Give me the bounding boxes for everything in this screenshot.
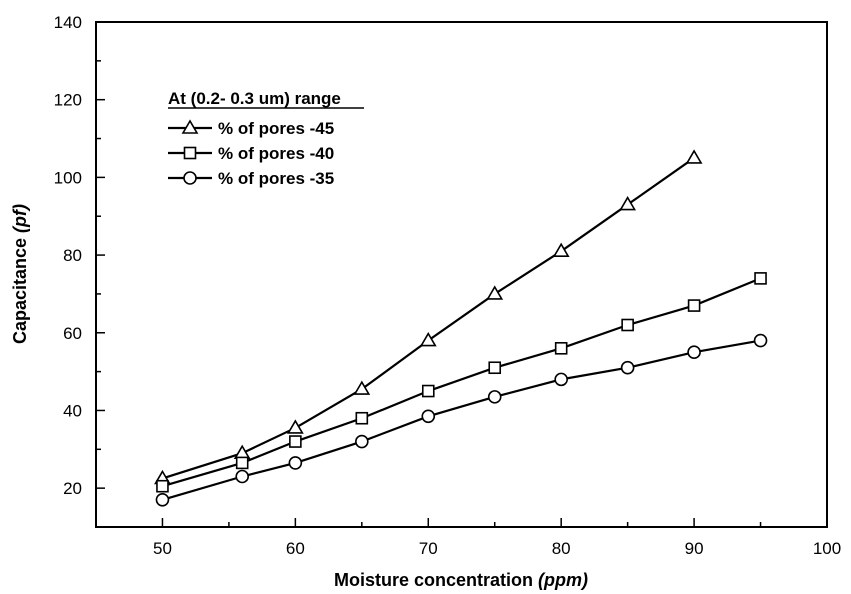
circle-point xyxy=(487,390,502,404)
triangle-point xyxy=(233,444,251,459)
x-axis: 50 60 70 80 90 100 xyxy=(153,518,841,558)
square-point xyxy=(156,479,169,493)
square-point xyxy=(289,435,302,448)
square-point xyxy=(235,456,249,470)
x-tick-label: 60 xyxy=(286,539,305,558)
legend-entries: % of pores -45 % of pores -40 % of pores -… xyxy=(168,119,334,188)
triangle-point xyxy=(419,331,437,347)
legend-label: % of pores -35 xyxy=(218,169,334,188)
x-tick-label: 90 xyxy=(685,539,704,558)
legend-label: % of pores -45 xyxy=(218,119,334,138)
legend-entry: % of pores -40 xyxy=(168,144,334,163)
triangle-point xyxy=(286,419,304,434)
y-tick-label: 40 xyxy=(63,401,82,420)
triangle-point xyxy=(619,195,637,211)
y-tick-label: 80 xyxy=(63,246,82,265)
circle-point xyxy=(355,434,369,449)
series-triangle xyxy=(154,149,703,485)
y-tick-label: 20 xyxy=(63,479,82,498)
triangle-point xyxy=(552,242,570,257)
legend-entry: % of pores -35 xyxy=(168,169,334,188)
legend-label: % of pores -40 xyxy=(218,144,334,163)
x-axis-title-text: Moisture concentration xyxy=(334,570,533,590)
y-axis-title: Capacitance (pf) xyxy=(10,204,30,344)
y-axis: 20 40 60 80 100 120 140 xyxy=(54,13,105,498)
circle-point xyxy=(421,409,436,424)
x-axis-unit: (ppm) xyxy=(538,570,588,590)
circle-point xyxy=(687,345,701,359)
square-point xyxy=(488,361,502,375)
circle-point xyxy=(155,493,170,507)
triangle-point xyxy=(486,285,504,300)
y-tick-label: 140 xyxy=(54,13,82,32)
y-tick-label: 60 xyxy=(63,324,82,343)
series-line xyxy=(162,157,695,480)
circle-point xyxy=(235,469,249,484)
series-line xyxy=(162,339,761,501)
circle-point xyxy=(753,333,768,348)
x-tick-label: 70 xyxy=(419,539,438,558)
series-square xyxy=(156,272,767,493)
x-axis-title: Moisture concentration (ppm) xyxy=(334,570,588,590)
square-point xyxy=(687,299,701,312)
y-tick-label: 100 xyxy=(54,168,82,187)
circle-point xyxy=(288,456,303,470)
y-axis-title-text: Capacitance xyxy=(10,238,30,344)
x-tick-label: 80 xyxy=(552,539,571,558)
square-point xyxy=(621,318,634,332)
circle-point xyxy=(554,372,568,387)
circle-point xyxy=(620,360,635,375)
legend-circle-marker xyxy=(183,171,197,185)
legend-square-marker xyxy=(183,146,197,160)
series-layer xyxy=(154,149,768,507)
plot-frame xyxy=(95,21,828,528)
square-point xyxy=(754,272,767,285)
triangle-point xyxy=(685,149,703,164)
triangle-point xyxy=(353,380,371,395)
y-tick-label: 120 xyxy=(54,91,82,110)
series-line xyxy=(162,277,761,488)
legend-entry: % of pores -45 xyxy=(168,119,334,138)
legend-triangle-marker xyxy=(181,119,199,134)
legend-title: At (0.2- 0.3 um) range xyxy=(168,89,341,108)
square-point xyxy=(355,411,369,425)
y-axis-unit: (pf) xyxy=(10,204,30,233)
square-point xyxy=(421,384,435,398)
x-tick-label: 100 xyxy=(813,539,841,558)
series-circle xyxy=(155,333,768,507)
square-point xyxy=(554,342,568,355)
x-tick-label: 50 xyxy=(153,539,172,558)
legend: At (0.2- 0.3 um) range % of pores -45% o… xyxy=(168,89,364,188)
